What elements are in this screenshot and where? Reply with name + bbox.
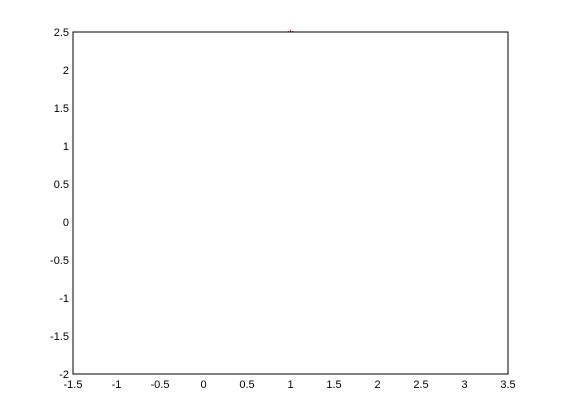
x-tick-label: 0.5 [239,379,254,391]
y-tick-label: 2 [63,65,69,77]
x-tick-label: 0 [200,379,206,391]
x-tick-label: -0.5 [151,379,170,391]
y-tick-label: 0.5 [54,179,69,191]
y-tick-label: 1.5 [54,103,69,115]
axes-box [72,31,509,375]
y-tick-label: 0 [63,217,69,229]
y-tick-label: -1 [59,293,69,305]
x-tick-label: 2.5 [413,379,428,391]
x-tick-label: 2 [374,379,380,391]
y-tick-label: 1 [63,141,69,153]
x-tick-label: 1.5 [326,379,341,391]
x-tick-label: 1 [287,379,293,391]
x-tick-label: -1.5 [64,379,83,391]
y-tick-label: -0.5 [50,255,69,267]
x-tick-label: 3.5 [500,379,515,391]
x-tick-label: -1 [112,379,122,391]
y-tick-label: -1.5 [50,331,69,343]
y-tick-label: 2.5 [54,27,69,39]
y-tick-label: -2 [59,369,69,381]
x-tick-label: 3 [461,379,467,391]
